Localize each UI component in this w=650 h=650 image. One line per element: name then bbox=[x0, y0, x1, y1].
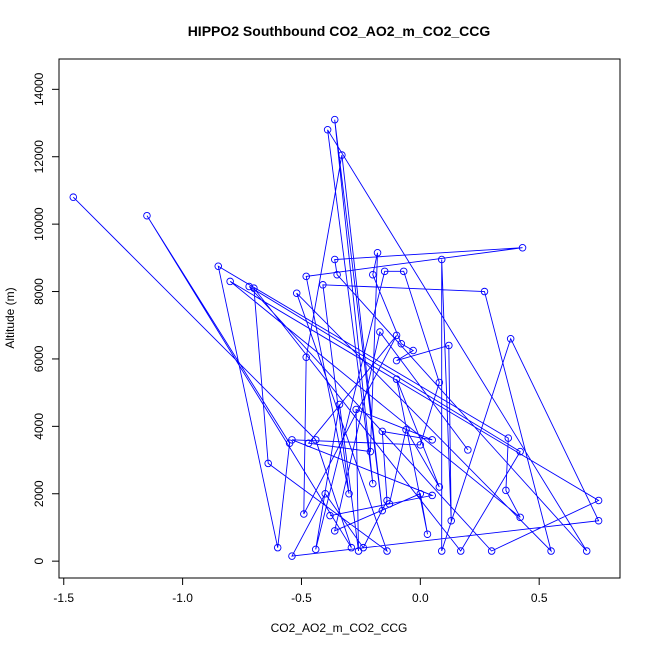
data-point bbox=[594, 496, 603, 505]
data-point bbox=[437, 255, 446, 264]
y-tick-label: 12000 bbox=[32, 140, 46, 174]
data-point bbox=[376, 328, 384, 336]
y-tick-label: 8000 bbox=[32, 278, 46, 305]
data-point bbox=[323, 126, 332, 134]
data-point bbox=[245, 282, 253, 291]
data-point bbox=[409, 346, 417, 355]
data-point bbox=[487, 547, 496, 555]
data-point bbox=[402, 425, 410, 434]
series-line bbox=[72, 119, 600, 557]
data-point bbox=[378, 427, 387, 436]
x-tick-label: -1.0 bbox=[172, 591, 193, 605]
data-point bbox=[300, 510, 308, 518]
data-point bbox=[516, 513, 524, 522]
data-point bbox=[416, 441, 425, 449]
data-point bbox=[288, 436, 296, 444]
data-point bbox=[518, 243, 527, 252]
data-point bbox=[369, 479, 377, 488]
data-point bbox=[330, 255, 339, 264]
x-tick-label: 0.5 bbox=[531, 591, 548, 605]
data-point bbox=[304, 439, 313, 447]
x-axis-label: CO2_AO2_m_CO2_CCG bbox=[271, 621, 408, 635]
data-point bbox=[437, 547, 446, 555]
data-point bbox=[373, 249, 382, 257]
y-tick-label: 14000 bbox=[32, 72, 46, 106]
data-point bbox=[504, 434, 513, 442]
data-point bbox=[333, 270, 341, 279]
data-point bbox=[366, 447, 375, 456]
data-point bbox=[330, 115, 339, 124]
data-point bbox=[464, 446, 472, 454]
data-point bbox=[288, 552, 296, 560]
y-tick-label: 2000 bbox=[32, 480, 46, 507]
data-point bbox=[378, 506, 387, 515]
data-point bbox=[311, 436, 320, 444]
data-point bbox=[582, 547, 591, 555]
chart-title: HIPPO2 Southbound CO2_AO2_m_CO2_CCG bbox=[188, 23, 491, 39]
data-point bbox=[594, 516, 603, 525]
data-point bbox=[345, 489, 353, 498]
data-point bbox=[397, 340, 406, 348]
y-axis: 0 2000 4000 6000 8000 10000 12000 14000 bbox=[32, 72, 60, 564]
data-point bbox=[354, 547, 363, 555]
y-tick-label: 4000 bbox=[32, 413, 46, 440]
data-point bbox=[338, 151, 346, 159]
data-point bbox=[352, 405, 360, 414]
y-tick-label: 10000 bbox=[32, 207, 46, 241]
data-point bbox=[335, 400, 344, 409]
x-tick-label: -0.5 bbox=[291, 591, 312, 605]
data-point bbox=[319, 281, 327, 289]
data-point bbox=[264, 459, 272, 468]
data-point bbox=[428, 436, 436, 444]
plot-frame bbox=[58, 58, 621, 579]
data-point bbox=[547, 547, 555, 555]
data-point bbox=[302, 272, 310, 281]
data-point bbox=[392, 331, 401, 340]
data-point bbox=[226, 277, 234, 286]
data-point bbox=[502, 486, 510, 495]
data-point bbox=[435, 378, 444, 387]
data-point bbox=[383, 547, 391, 555]
data-point bbox=[302, 353, 310, 362]
data-point bbox=[326, 511, 334, 520]
data-point bbox=[516, 447, 524, 456]
data-point bbox=[69, 193, 78, 201]
data-point bbox=[369, 270, 377, 279]
data-point bbox=[447, 516, 455, 525]
data-point bbox=[428, 491, 436, 500]
data-point bbox=[292, 289, 301, 297]
data-point bbox=[506, 334, 515, 343]
y-axis-label: Altitude (m) bbox=[3, 287, 17, 348]
data-point bbox=[480, 287, 489, 296]
data-point bbox=[347, 543, 356, 552]
data-point bbox=[392, 375, 401, 383]
data-point bbox=[392, 356, 401, 365]
data-point bbox=[380, 267, 389, 276]
data-point bbox=[330, 527, 339, 535]
data-point bbox=[273, 543, 282, 552]
x-axis: -1.5 -1.0 -0.5 0.0 0.5 bbox=[53, 577, 548, 605]
data-point bbox=[250, 284, 258, 292]
data-point bbox=[445, 341, 453, 350]
series-layer bbox=[69, 115, 603, 560]
x-tick-label: 0.0 bbox=[412, 591, 429, 605]
y-tick-label: 6000 bbox=[32, 345, 46, 372]
data-point bbox=[311, 545, 320, 554]
data-point bbox=[399, 267, 408, 276]
y-tick-label: 0 bbox=[32, 557, 46, 564]
data-point bbox=[214, 262, 223, 271]
data-point bbox=[416, 489, 425, 498]
data-point bbox=[385, 500, 394, 508]
data-point bbox=[423, 530, 432, 538]
x-tick-label: -1.5 bbox=[53, 591, 74, 605]
data-point bbox=[321, 489, 329, 498]
data-point bbox=[456, 547, 465, 555]
data-point bbox=[435, 483, 444, 491]
data-point bbox=[143, 211, 151, 220]
